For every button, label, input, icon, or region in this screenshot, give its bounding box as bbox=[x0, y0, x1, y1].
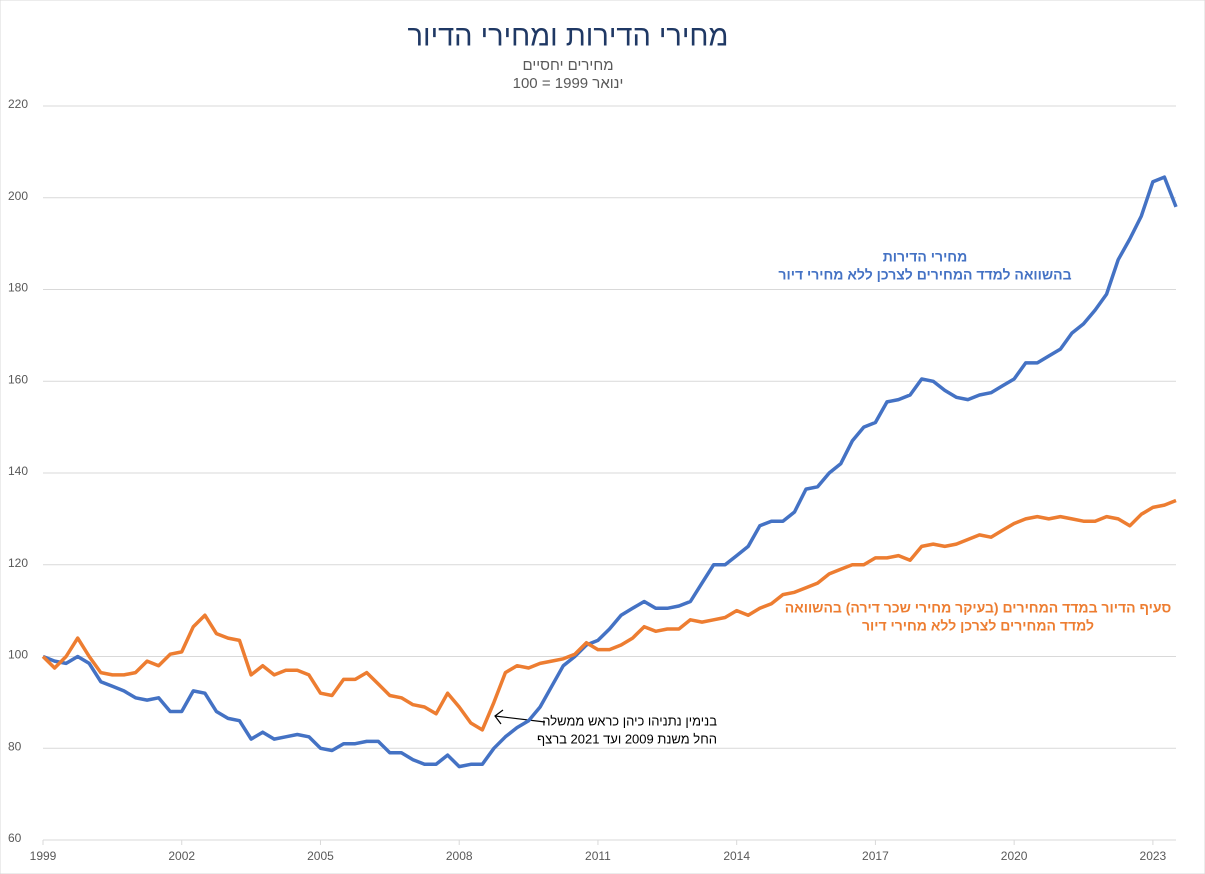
annotation-arrowhead bbox=[494, 709, 504, 725]
series-label: מחירי הדירות bbox=[883, 249, 968, 265]
chart-title: מחירי הדירות ומחירי הדיור bbox=[408, 21, 729, 53]
chart-subtitle: מחירים יחסיים bbox=[523, 57, 614, 74]
y-tick-label: 120 bbox=[8, 556, 28, 570]
chart-subtitle: ינואר 1999 = 100 bbox=[513, 75, 624, 92]
y-tick-label: 180 bbox=[8, 281, 28, 295]
y-tick-label: 200 bbox=[8, 189, 28, 203]
y-tick-label: 220 bbox=[8, 97, 28, 111]
x-tick-label: 2014 bbox=[723, 849, 750, 863]
x-tick-label: 2005 bbox=[307, 849, 334, 863]
x-tick-label: 2002 bbox=[168, 849, 195, 863]
series-label: בהשוואה למדד המחירים לצרכן ללא מחירי דיו… bbox=[778, 267, 1071, 283]
x-tick-label: 2011 bbox=[585, 849, 611, 863]
annotation-arrow bbox=[494, 715, 546, 723]
y-tick-label: 60 bbox=[8, 831, 22, 845]
series-line bbox=[41, 498, 1177, 732]
y-tick-label: 80 bbox=[8, 739, 22, 753]
y-tick-label: 160 bbox=[8, 372, 28, 386]
annotation: בנימין נתניהו כיהן כראש ממשלה bbox=[542, 713, 717, 728]
series-label: למדד המחירים לצרכן ללא מחירי דיור bbox=[862, 618, 1094, 634]
x-tick-label: 2020 bbox=[1001, 849, 1028, 863]
y-tick-label: 100 bbox=[8, 648, 28, 662]
y-tick-label: 140 bbox=[8, 464, 28, 478]
series-line bbox=[42, 175, 1178, 769]
x-tick-label: 2023 bbox=[1140, 849, 1167, 863]
x-tick-label: 2017 bbox=[862, 849, 889, 863]
series-label: סעיף הדיור במדד המחירים (בעיקר מחירי שכר… bbox=[785, 600, 1172, 616]
x-tick-label: 2008 bbox=[446, 849, 473, 863]
annotation: החל משנת 2009 ועד 2021 ברצף bbox=[537, 731, 717, 746]
x-tick-label: 1999 bbox=[30, 849, 57, 863]
